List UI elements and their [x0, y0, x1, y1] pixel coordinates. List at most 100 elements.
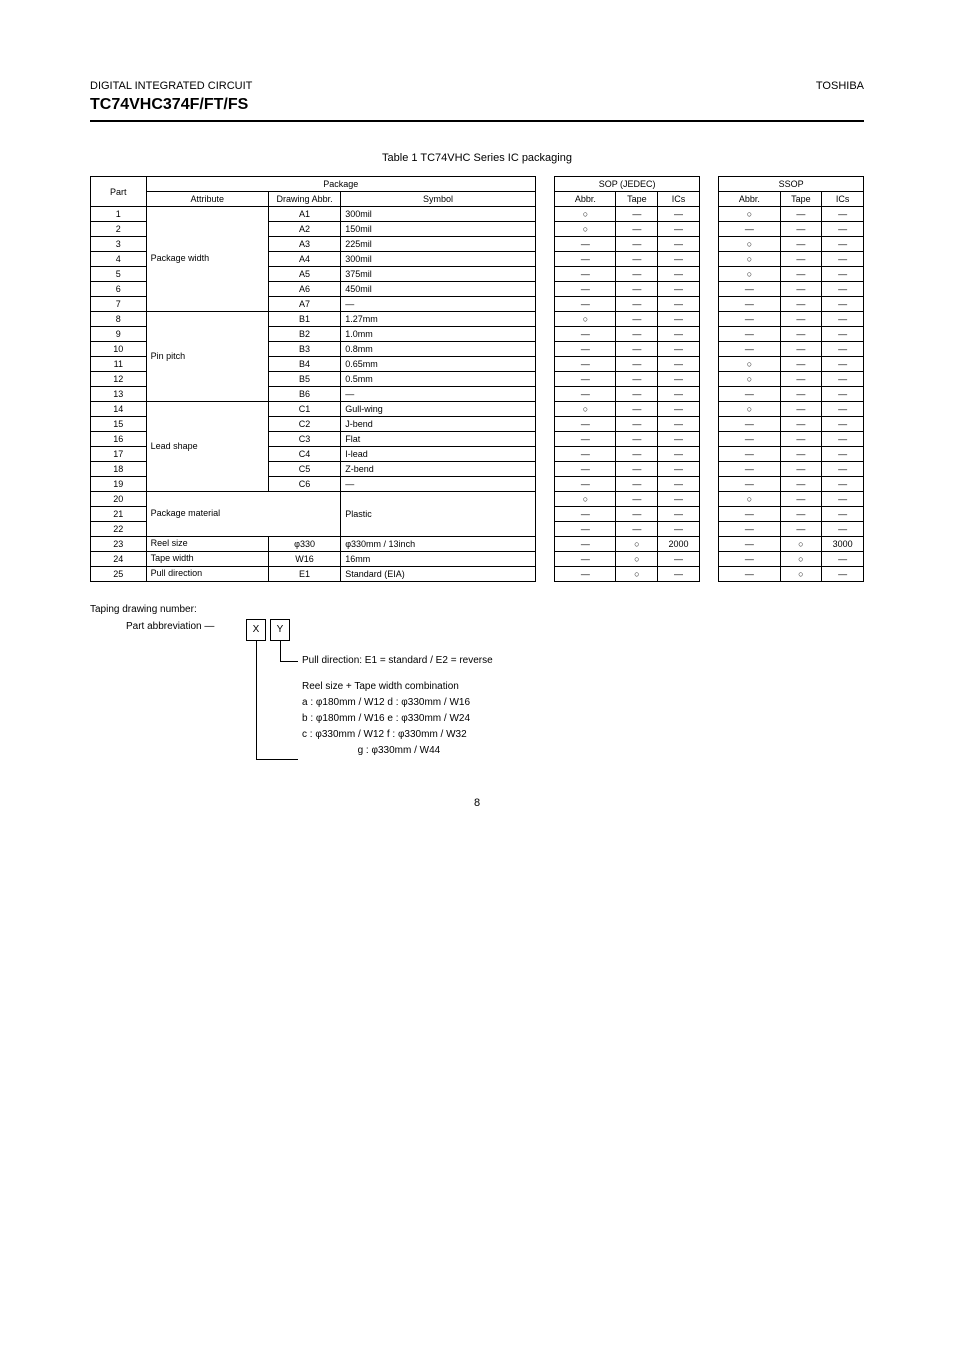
cell-so-abbr: — [555, 372, 616, 387]
cell-dn: A4 [268, 252, 340, 267]
cell-ss-ics: — [822, 207, 864, 222]
ordering-line-x1: Reel size + Tape width combination [302, 681, 459, 692]
cell-dn: B2 [268, 327, 340, 342]
cell-so-ics: — [658, 507, 700, 522]
cell-part: 25 [91, 567, 147, 582]
cell-ss-tape: — [780, 447, 822, 462]
table-row: 20Package materialPlastic○——○—— [91, 492, 864, 507]
cell-so-ics: — [658, 312, 700, 327]
cell-part: 8 [91, 312, 147, 327]
cell-so-abbr: — [555, 417, 616, 432]
cell-so-ics: — [658, 402, 700, 417]
cell-so-abbr: ○ [555, 402, 616, 417]
cell-so-abbr: — [555, 537, 616, 552]
col-ss-tape-header: Tape [780, 192, 822, 207]
cell-attribute: Tape width [146, 552, 268, 567]
cell-ss-tape: — [780, 297, 822, 312]
table-row: 14Lead shapeC1Gull-wing○——○—— [91, 402, 864, 417]
cell-ss-abbr: — [719, 282, 780, 297]
cell-so-ics: — [658, 372, 700, 387]
cell-so-abbr: — [555, 477, 616, 492]
cell-symbol: I-lead [341, 447, 536, 462]
cell-ss-ics: — [822, 387, 864, 402]
cell-attribute: Reel size [146, 537, 268, 552]
cell-ss-ics: — [822, 417, 864, 432]
cell-ss-tape: — [780, 477, 822, 492]
cell-ss-tape: — [780, 207, 822, 222]
cell-ss-tape: ○ [780, 552, 822, 567]
cell-symbol: 375mil [341, 267, 536, 282]
cell-symbol: 0.5mm [341, 372, 536, 387]
cell-ss-abbr: ○ [719, 207, 780, 222]
cell-ss-abbr: ○ [719, 492, 780, 507]
cell-symbol: 1.27mm [341, 312, 536, 327]
cell-dn: A3 [268, 237, 340, 252]
cell-ss-abbr: — [719, 387, 780, 402]
ordering-box-x: X [246, 619, 266, 641]
cell-ss-ics: — [822, 507, 864, 522]
cell-dn: B5 [268, 372, 340, 387]
cell-ss-tape: — [780, 402, 822, 417]
cell-part: 14 [91, 402, 147, 417]
cell-ss-tape: — [780, 462, 822, 477]
cell-ss-abbr: — [719, 447, 780, 462]
cell-ss-abbr: — [719, 312, 780, 327]
cell-so-ics: — [658, 357, 700, 372]
cell-ss-tape: — [780, 222, 822, 237]
cell-dn: B3 [268, 342, 340, 357]
cell-attribute: Lead shape [146, 402, 268, 492]
cell-dn: A6 [268, 282, 340, 297]
cell-part: 5 [91, 267, 147, 282]
cell-so-tape: — [616, 417, 658, 432]
cell-ss-abbr: — [719, 342, 780, 357]
ordering-line-x2: a : φ180mm / W12 d : φ330mm / W16 [302, 697, 470, 708]
cell-so-tape: — [616, 507, 658, 522]
cell-dn: B4 [268, 357, 340, 372]
cell-symbol: Gull-wing [341, 402, 536, 417]
cell-so-ics: — [658, 567, 700, 582]
cell-symbol: Standard (EIA) [341, 567, 536, 582]
cell-ss-ics: — [822, 492, 864, 507]
cell-part: 22 [91, 522, 147, 537]
cell-symbol: 225mil [341, 237, 536, 252]
cell-part: 24 [91, 552, 147, 567]
cell-attribute: Package width [146, 207, 268, 312]
cell-ss-abbr: ○ [719, 252, 780, 267]
cell-ss-abbr: — [719, 507, 780, 522]
cell-ss-abbr: ○ [719, 372, 780, 387]
cell-part: 1 [91, 207, 147, 222]
cell-so-ics: — [658, 552, 700, 567]
cell-ss-tape: — [780, 522, 822, 537]
cell-dn: E1 [268, 567, 340, 582]
cell-dn: φ330 [268, 537, 340, 552]
cell-dn: C3 [268, 432, 340, 447]
cell-symbol: — [341, 387, 536, 402]
cell-ss-abbr: — [719, 522, 780, 537]
cell-ss-ics: — [822, 357, 864, 372]
cell-so-tape: ○ [616, 537, 658, 552]
cell-ss-abbr: — [719, 417, 780, 432]
cell-so-abbr: — [555, 282, 616, 297]
cell-ss-tape: — [780, 267, 822, 282]
cell-ss-ics: — [822, 477, 864, 492]
cell-symbol: Flat [341, 432, 536, 447]
cell-attribute: Package material [146, 492, 341, 537]
cell-ss-abbr: ○ [719, 237, 780, 252]
col-sop-header: SOP (JEDEC) [555, 177, 700, 192]
cell-part: 17 [91, 447, 147, 462]
cell-so-ics: — [658, 522, 700, 537]
cell-so-tape: — [616, 282, 658, 297]
cell-ss-abbr: — [719, 462, 780, 477]
cell-so-ics: — [658, 447, 700, 462]
packaging-table: PartPackageSOP (JEDEC)SSOPAttributeDrawi… [90, 176, 864, 582]
cell-attribute: Pin pitch [146, 312, 268, 402]
cell-so-abbr: — [555, 432, 616, 447]
col-so-tape-header: Tape [616, 192, 658, 207]
cell-ss-tape: — [780, 372, 822, 387]
cell-so-tape: — [616, 477, 658, 492]
col-so-abbr-header: Abbr. [555, 192, 616, 207]
cell-part: 20 [91, 492, 147, 507]
ordering-line-x5: g : φ330mm / W44 [302, 745, 440, 756]
cell-ss-ics: — [822, 567, 864, 582]
cell-so-ics: — [658, 477, 700, 492]
